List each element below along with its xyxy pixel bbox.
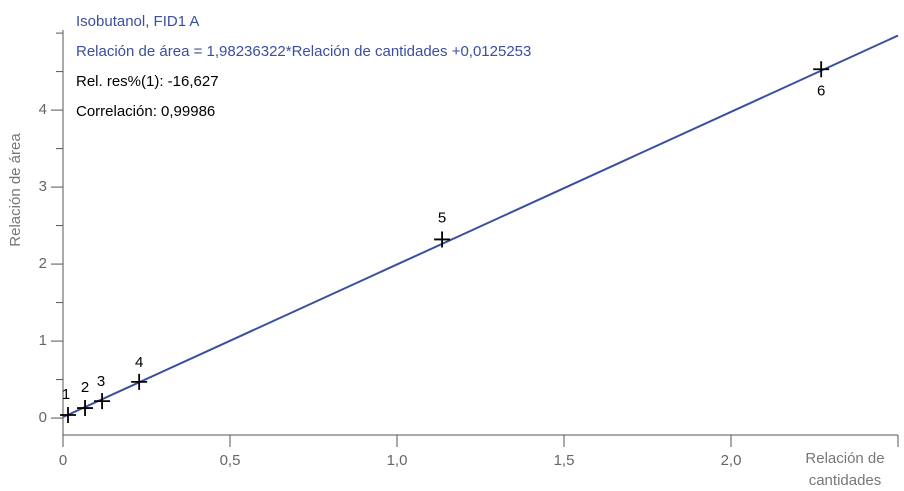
y-tick-label: 2 bbox=[39, 255, 47, 272]
x-tick-label: 1,5 bbox=[554, 452, 575, 469]
x-tick-label: 0 bbox=[59, 452, 67, 469]
x-tick-label: 2,0 bbox=[721, 452, 742, 469]
point-label: 5 bbox=[438, 209, 446, 226]
x-axis-label: Relación de bbox=[805, 450, 884, 467]
annotation: Rel. res%(1): -16,627 bbox=[76, 73, 219, 90]
x-tick-label: 1,0 bbox=[387, 452, 408, 469]
y-tick-label: 0 bbox=[39, 409, 47, 426]
data-point bbox=[60, 406, 77, 423]
point-label: 3 bbox=[97, 373, 105, 390]
x-axis-label: cantidades bbox=[809, 472, 882, 489]
point-label: 2 bbox=[81, 379, 89, 396]
y-tick-label: 3 bbox=[39, 178, 47, 195]
annotation: Isobutanol, FID1 A bbox=[76, 13, 199, 30]
y-axis-label: Relación de área bbox=[7, 133, 24, 247]
annotation: Relación de área = 1,98236322*Relación d… bbox=[76, 43, 531, 60]
data-point bbox=[813, 61, 830, 78]
point-label: 4 bbox=[135, 354, 143, 371]
data-point bbox=[131, 373, 148, 390]
data-point bbox=[434, 231, 451, 248]
y-tick-label: 1 bbox=[39, 332, 47, 349]
x-tick-label: 0,5 bbox=[220, 452, 241, 469]
data-point bbox=[94, 393, 111, 410]
point-label: 6 bbox=[817, 82, 825, 99]
point-label: 1 bbox=[62, 386, 70, 403]
annotation: Correlación: 0,99986 bbox=[76, 103, 215, 120]
data-point bbox=[77, 400, 94, 417]
regression-line bbox=[62, 34, 899, 419]
y-tick-label: 4 bbox=[39, 101, 47, 118]
